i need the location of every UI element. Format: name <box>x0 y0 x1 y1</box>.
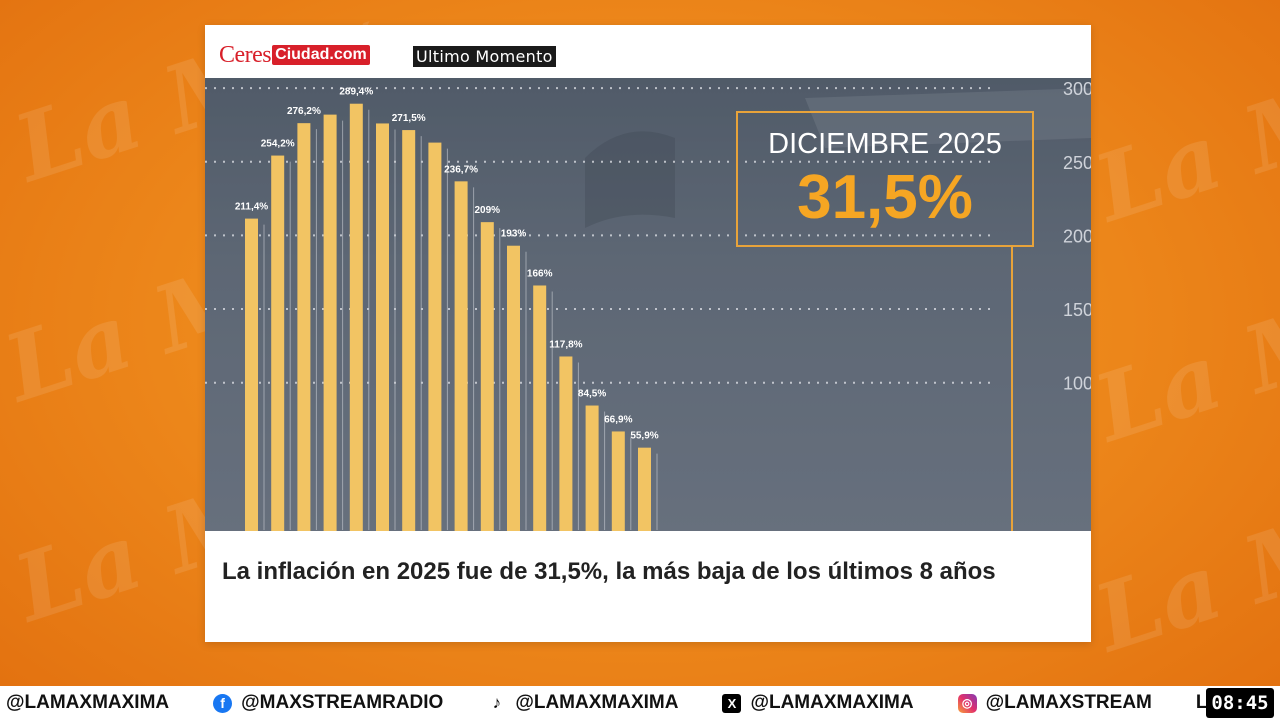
chart-bar <box>297 123 311 531</box>
highlight-value: 31,5% <box>797 163 973 232</box>
bar-data-label: 276,2% <box>287 106 321 117</box>
bar-data-label: 166% <box>527 268 553 279</box>
chart-bar <box>428 142 442 531</box>
breaking-news-label: Ultimo Momento <box>413 46 556 67</box>
social-ticker: @LAMAXMAXIMA f @MAXSTREAMRADIO ♪ @LAMAXMAXIM… <box>0 686 1280 720</box>
card-header: Ceres Ciudad.com Ultimo Momento <box>205 25 1091 78</box>
bar-data-label: 254,2% <box>261 139 295 150</box>
watermark: La Max <box>1082 25 1280 243</box>
chart-bar <box>402 130 416 531</box>
facebook-icon: f <box>213 693 233 713</box>
chart-svg: 211,4% 254,2% 276,2% 289,4% 271,5% 236,7% 209%… <box>205 78 1091 531</box>
chart-bar <box>271 155 285 531</box>
instagram-icon: ◎ <box>957 693 977 713</box>
ticker-handle: @LAMAXSTREAM <box>985 692 1152 713</box>
tiktok-icon: ♪ <box>492 693 502 712</box>
bar-data-label: 66,9% <box>604 414 632 425</box>
chart-bar <box>376 123 389 531</box>
logo-ciudad-text: Ciudad.com <box>272 45 370 65</box>
ticker-item[interactable]: ◎ @LAMAXSTREAM <box>957 692 1152 714</box>
clock: 08:45 <box>1206 688 1274 718</box>
bar-data-label: 84,5% <box>578 389 606 400</box>
photo-shape <box>585 131 675 228</box>
bar-data-label: 271,5% <box>392 113 426 124</box>
bar-data-label: 236,7% <box>444 164 478 175</box>
y-tick-label: 200 <box>1063 226 1091 246</box>
ticker-handle: @MAXSTREAMRADIO <box>241 692 444 713</box>
y-tick-label: 100 <box>1063 374 1091 394</box>
chart-bar <box>638 447 651 531</box>
chart-bar <box>480 222 494 531</box>
chart-bar <box>245 218 258 531</box>
chart-bar <box>611 431 625 531</box>
chart-bar <box>454 181 468 531</box>
ticker-item[interactable]: X @LAMAXMAXIMA <box>722 692 914 714</box>
ticker-handle: @LAMAXMAXIMA <box>750 692 914 713</box>
bar-data-label: 211,4% <box>235 202 268 213</box>
news-card: Ceres Ciudad.com Ultimo Momento 211,4% 25… <box>205 25 1091 642</box>
bar-data-label: 193% <box>501 229 527 240</box>
ticker-item[interactable]: @LAMAXMAXIMA <box>6 692 169 714</box>
inflation-chart: 211,4% 254,2% 276,2% 289,4% 271,5% 236,7% 209%… <box>205 78 1091 531</box>
chart-bar <box>323 114 337 531</box>
site-logo[interactable]: Ceres Ciudad.com <box>219 41 370 68</box>
bar-data-label: 55,9% <box>630 431 658 442</box>
ticker-handle: @LAMAXMAXIMA <box>515 692 679 713</box>
bar-data-label: 209% <box>475 205 501 216</box>
highlight-box <box>736 111 1034 247</box>
chart-bar <box>349 103 363 531</box>
bar-data-label: 117,8% <box>549 339 582 350</box>
chart-bar <box>507 245 520 531</box>
ticker-item[interactable]: f @MAXSTREAMRADIO <box>213 692 443 714</box>
ticker-handle: @LAMAXMAXIMA <box>6 692 170 713</box>
chart-bar <box>585 405 599 531</box>
y-tick-label: 250 <box>1063 153 1091 173</box>
y-tick-label: 300 <box>1063 79 1091 99</box>
x-icon: X <box>722 693 742 713</box>
photo-shape <box>805 88 1091 148</box>
watermark: La Max <box>1082 245 1280 463</box>
ticker-item[interactable]: ♪ @LAMAXMAXIMA <box>487 692 679 714</box>
chart-bar <box>533 285 547 531</box>
bar-data-label: 289,4% <box>339 87 373 98</box>
y-tick-label: 150 <box>1063 300 1091 320</box>
logo-ceres-text: Ceres <box>219 41 272 68</box>
ticker-track: @LAMAXMAXIMA f @MAXSTREAMRADIO ♪ @LAMAXMAXIM… <box>0 692 1265 714</box>
watermark: La Max <box>1082 455 1280 673</box>
headline-caption[interactable]: La inflación en 2025 fue de 31,5%, la má… <box>222 558 996 585</box>
highlight-period: DICIEMBRE 2025 <box>768 128 1002 160</box>
chart-bar <box>559 356 573 531</box>
